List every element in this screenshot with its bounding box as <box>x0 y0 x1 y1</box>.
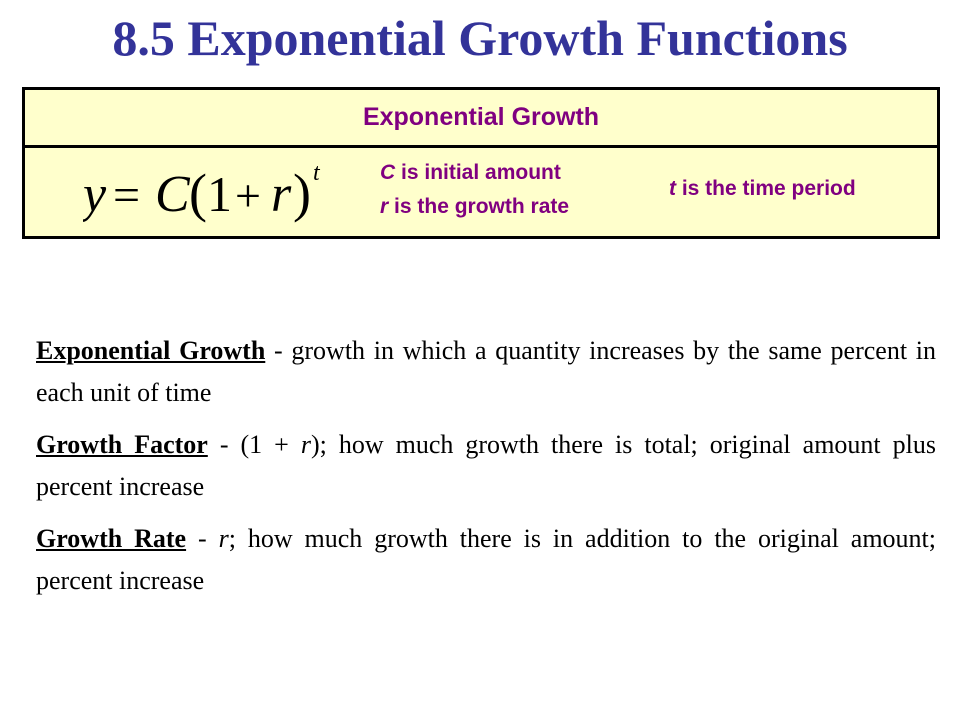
formula-box-body: y = C ( 1 + r ) t C is initial amount r … <box>25 148 937 236</box>
formula-t: t <box>313 160 321 186</box>
definition-var: r <box>218 524 229 553</box>
definition-term: Growth Rate <box>36 524 187 553</box>
t-note-var: t <box>669 177 676 200</box>
definition-text: - (1 + <box>207 430 301 459</box>
definition-term: Growth Factor <box>36 430 208 459</box>
formula-equals: = <box>113 169 140 222</box>
variable-notes: C is initial amount r is the growth rate <box>380 156 569 224</box>
definition-growth-rate: Growth Rate - r; how much growth there i… <box>36 518 936 602</box>
definition-text: - <box>186 524 219 553</box>
definition-var: r <box>300 430 311 459</box>
formula-box: Exponential Growth y = C ( 1 + r ) t C i… <box>22 87 940 239</box>
page-title: 8.5 Exponential Growth Functions <box>112 10 848 66</box>
c-note-var: C <box>380 161 396 184</box>
definition-text: - growth in which a quantity increases b… <box>36 336 936 407</box>
definition-text: ); how much growth there is total; origi… <box>36 430 936 501</box>
definitions-list: Exponential Growth - growth in which a q… <box>36 330 936 612</box>
formula-open-paren: ( <box>189 163 207 223</box>
r-note-text: is the growth rate <box>388 195 570 218</box>
definition-exponential-growth: Exponential Growth - growth in which a q… <box>36 330 936 414</box>
formula-r: r <box>271 166 292 223</box>
formula-box-header: Exponential Growth <box>25 90 937 148</box>
definition-growth-factor: Growth Factor - (1 + r); how much growth… <box>36 424 936 508</box>
r-note: r is the growth rate <box>380 190 569 224</box>
formula-plus: + <box>235 170 261 221</box>
definition-term: Exponential Growth <box>36 336 266 365</box>
r-note-var: r <box>380 195 389 218</box>
formula-c: C <box>155 166 191 223</box>
formula-one: 1 <box>207 166 232 222</box>
growth-formula: y = C ( 1 + r ) t <box>83 160 321 223</box>
t-note: t is the time period <box>669 177 856 201</box>
formula-y: y <box>83 166 107 223</box>
c-note: C is initial amount <box>380 156 569 190</box>
t-note-text: is the time period <box>676 177 856 200</box>
formula-close-paren: ) <box>293 163 311 223</box>
definition-text: ; how much growth there is in addition t… <box>36 524 936 595</box>
c-note-text: is initial amount <box>395 161 561 184</box>
